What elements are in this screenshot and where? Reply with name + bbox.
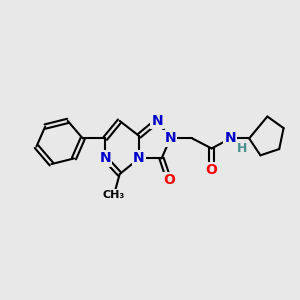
Text: N: N	[133, 152, 145, 165]
Text: N: N	[99, 152, 111, 165]
Text: N: N	[164, 131, 176, 146]
Text: O: O	[206, 163, 218, 177]
Text: O: O	[163, 173, 175, 187]
Text: N: N	[152, 114, 163, 128]
Text: CH₃: CH₃	[103, 190, 125, 200]
Text: H: H	[236, 142, 247, 155]
Text: N: N	[225, 131, 236, 146]
